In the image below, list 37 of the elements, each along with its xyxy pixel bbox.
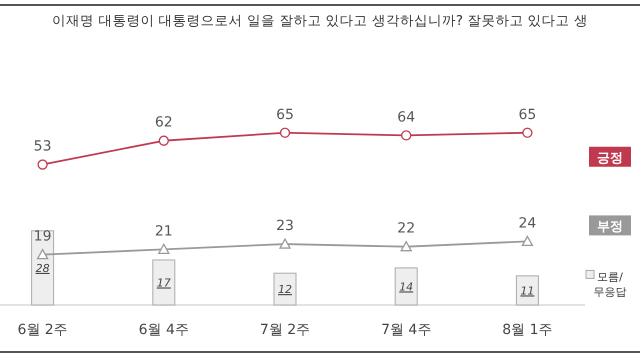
point (400, 241, 412, 252)
data-label: 14 (399, 280, 414, 294)
data-label: 11 (520, 284, 534, 298)
point (37, 159, 48, 170)
x-tick-label: 6월 2주 (17, 322, 68, 338)
point (158, 136, 169, 146)
point (280, 128, 290, 138)
data-label: 17 (156, 276, 171, 290)
point (401, 130, 412, 141)
x-tick-label: 7월 2주 (260, 322, 310, 338)
data-label: 12 (278, 283, 292, 296)
data-label: 28 (36, 262, 50, 275)
data-label: 19 (34, 228, 52, 245)
bar (274, 272, 296, 306)
data-label: 22 (397, 220, 416, 237)
data-label: 24 (518, 215, 536, 232)
data-label: 53 (34, 138, 52, 155)
point (279, 238, 291, 249)
point (158, 244, 170, 254)
chart-title: 이재명 대통령이 대통령으로서 일을 잘하고 있다고 생각하십니까? 잘못하고 있다고 생 (52, 13, 588, 29)
bar (31, 230, 54, 306)
legend-label: 모름/무응답 (594, 270, 626, 298)
data-label: 65 (518, 106, 536, 123)
point (522, 236, 534, 246)
bar (516, 275, 539, 306)
data-label: 21 (154, 223, 173, 240)
data-label: 62 (154, 114, 173, 131)
point (522, 128, 533, 138)
x-tick-label: 8월 1주 (502, 322, 553, 338)
x-tick-label: 7월 4주 (381, 322, 432, 338)
point (36, 249, 48, 260)
bar (152, 259, 176, 306)
x-tick-label: 6월 4주 (138, 322, 189, 338)
data-label: 64 (397, 109, 416, 126)
bar (394, 267, 418, 306)
data-label: 23 (276, 218, 294, 234)
data-label: 65 (276, 106, 294, 123)
